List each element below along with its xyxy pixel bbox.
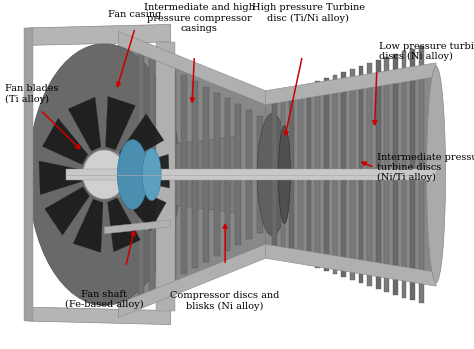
Polygon shape — [68, 97, 101, 151]
Bar — [203, 87, 209, 262]
Polygon shape — [73, 199, 103, 253]
Ellipse shape — [257, 113, 288, 236]
Bar — [182, 75, 187, 274]
Bar — [419, 45, 424, 304]
Bar — [376, 60, 381, 289]
Text: High pressure Turbine
disc (Ti/Ni alloy): High pressure Turbine disc (Ti/Ni alloy) — [252, 3, 365, 23]
Polygon shape — [119, 114, 164, 162]
Bar — [307, 84, 311, 265]
Text: Low pressure turbine
discs (Ni alloy): Low pressure turbine discs (Ni alloy) — [379, 42, 474, 61]
Bar — [402, 52, 407, 297]
Bar — [236, 104, 241, 245]
Bar — [138, 52, 144, 297]
Text: Fan blades
(Ti alloy): Fan blades (Ti alloy) — [5, 84, 58, 104]
Polygon shape — [28, 307, 171, 325]
Polygon shape — [106, 96, 136, 150]
Bar — [214, 92, 219, 256]
Bar — [324, 78, 328, 271]
Bar — [410, 49, 415, 300]
Text: Compressor discs and
blisks (Ni alloy): Compressor discs and blisks (Ni alloy) — [171, 291, 280, 311]
Polygon shape — [118, 244, 265, 318]
Ellipse shape — [427, 66, 446, 283]
Bar — [358, 66, 363, 283]
Text: Fan casing: Fan casing — [109, 10, 162, 19]
Polygon shape — [42, 118, 88, 164]
Polygon shape — [45, 187, 90, 235]
Bar — [315, 81, 320, 268]
Bar — [225, 98, 230, 251]
Polygon shape — [118, 45, 265, 304]
Bar — [257, 116, 263, 233]
Ellipse shape — [28, 44, 180, 305]
Polygon shape — [104, 220, 171, 234]
Ellipse shape — [142, 148, 161, 201]
Polygon shape — [265, 77, 436, 272]
Bar — [367, 64, 372, 285]
Polygon shape — [95, 136, 237, 213]
Polygon shape — [121, 185, 166, 231]
Bar — [298, 87, 303, 262]
Bar — [24, 28, 33, 321]
Text: Intermediate pressure
turbine discs
(Ni/Ti alloy): Intermediate pressure turbine discs (Ni/… — [377, 153, 474, 183]
Ellipse shape — [117, 140, 148, 209]
Text: Intermediate and high
pressure compressor
casings: Intermediate and high pressure compresso… — [144, 3, 255, 33]
Bar — [341, 72, 346, 277]
Bar — [289, 90, 294, 259]
Polygon shape — [28, 24, 171, 45]
Ellipse shape — [83, 150, 126, 199]
Bar — [171, 70, 176, 279]
Ellipse shape — [278, 126, 290, 223]
Bar — [160, 64, 165, 285]
Text: Fan shaft
(Fe-based alloy): Fan shaft (Fe-based alloy) — [65, 290, 144, 309]
Polygon shape — [39, 161, 82, 195]
Bar — [350, 69, 355, 280]
Bar — [156, 42, 175, 311]
Bar — [272, 96, 277, 253]
Polygon shape — [265, 63, 436, 105]
Polygon shape — [118, 31, 265, 105]
Bar — [246, 110, 252, 239]
Bar — [281, 93, 285, 256]
Bar — [192, 81, 198, 268]
Bar — [384, 58, 389, 292]
Bar — [393, 54, 398, 295]
Polygon shape — [265, 244, 436, 286]
Polygon shape — [108, 198, 140, 252]
Polygon shape — [127, 154, 170, 188]
Bar — [149, 58, 155, 291]
Bar — [333, 75, 337, 274]
Bar — [66, 169, 436, 180]
